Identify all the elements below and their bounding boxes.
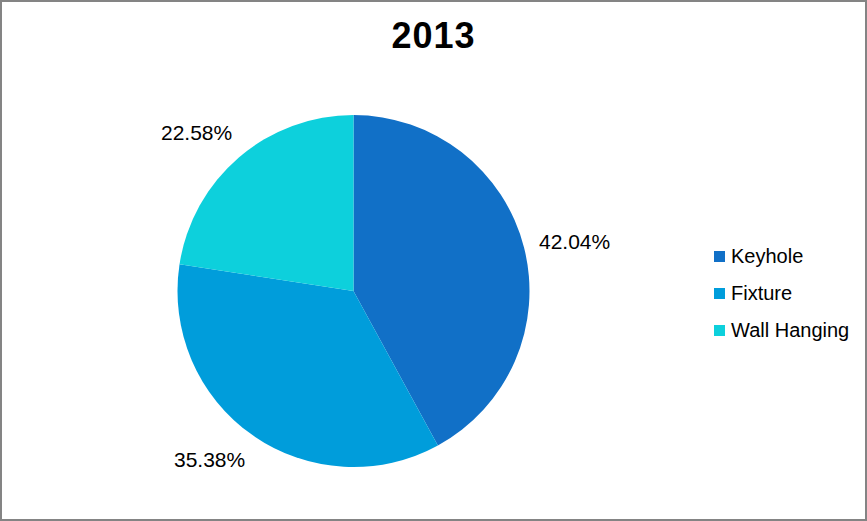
- data-label-fixture: 35.38%: [174, 448, 245, 471]
- data-label-keyhole: 42.04%: [539, 230, 610, 253]
- chart-frame: 2013 42.04% 35.38% 22.58% Keyhole Fixtur…: [0, 0, 867, 521]
- legend-swatch-fixture: [714, 288, 725, 299]
- legend-label-wall-hanging: Wall Hanging: [731, 319, 849, 341]
- legend-item-keyhole: Keyhole: [714, 244, 849, 268]
- data-label-wall-hanging: 22.58%: [161, 121, 232, 144]
- legend-label-fixture: Fixture: [731, 282, 792, 304]
- legend-label-keyhole: Keyhole: [731, 245, 803, 267]
- legend-item-fixture: Fixture: [714, 281, 849, 305]
- legend-swatch-keyhole: [714, 251, 725, 262]
- legend-item-wall-hanging: Wall Hanging: [714, 318, 849, 342]
- legend: Keyhole Fixture Wall Hanging: [714, 244, 849, 355]
- legend-swatch-wall-hanging: [714, 325, 725, 336]
